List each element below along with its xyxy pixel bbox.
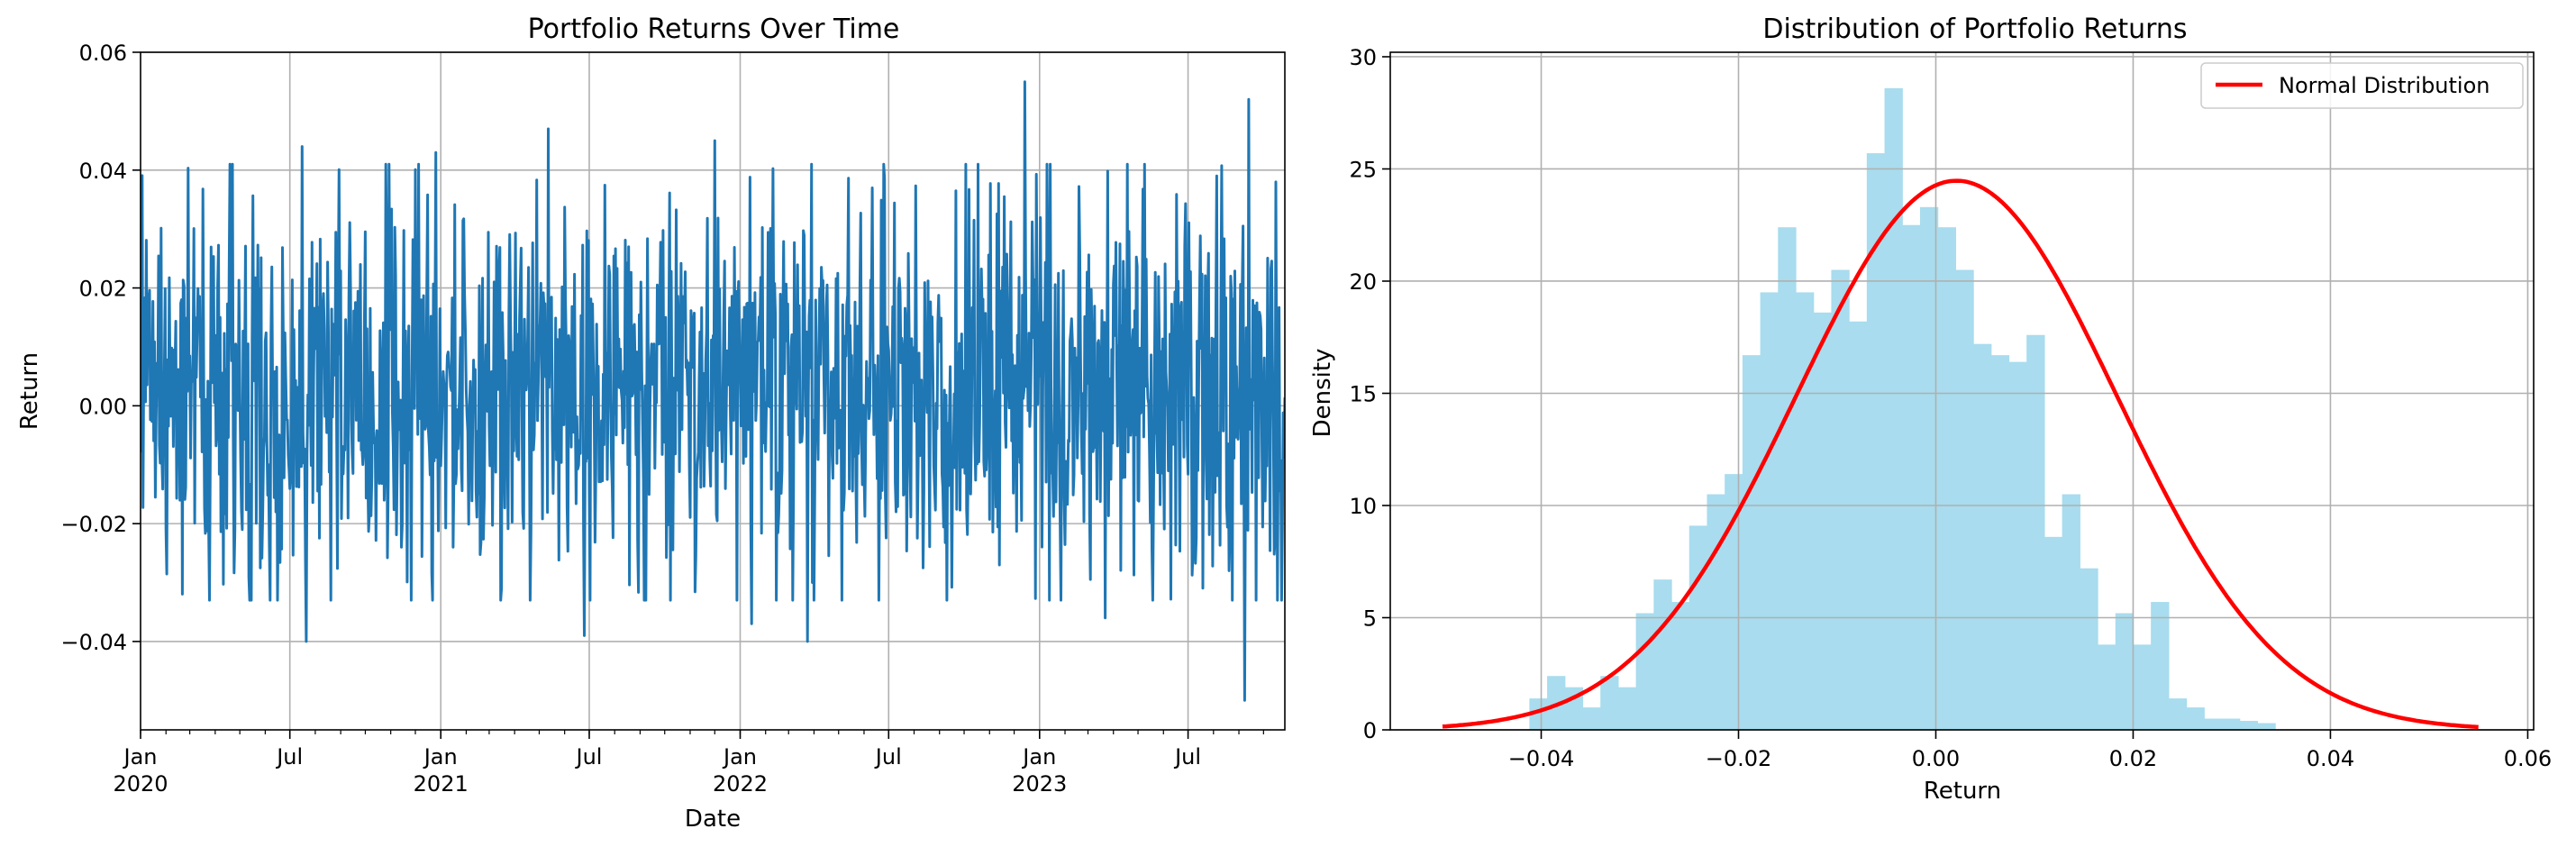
histogram-bar	[1529, 698, 1548, 730]
left-x-tick-label: Jul	[1173, 744, 1201, 770]
right-grid	[1390, 52, 2534, 731]
left-x-tick-year: 2020	[113, 771, 168, 797]
histogram-bar	[1707, 494, 1725, 730]
histogram-bar	[2239, 721, 2259, 730]
right-x-tick-label: 0.02	[2109, 746, 2157, 771]
histogram-bar	[1742, 355, 1761, 730]
histogram-bar	[1990, 355, 2010, 730]
right-y-tick-label: 30	[1349, 45, 1377, 70]
histogram-bar	[1973, 343, 1992, 730]
histogram-bar	[2062, 494, 2080, 730]
histogram-bar	[2133, 644, 2152, 730]
returns-histogram-chart: Distribution of Portfolio Returns 0 5 10 15…	[1309, 14, 2552, 805]
left-y-tick-label: 0.02	[79, 277, 127, 302]
histogram-bar	[2098, 644, 2116, 730]
right-x-axis-label: Return	[1924, 778, 2001, 805]
left-plot-area	[141, 80, 1285, 702]
right-y-tick-label: 10	[1349, 494, 1377, 519]
right-y-axis-label: Density	[1309, 349, 1336, 438]
histogram-bar	[1653, 579, 1672, 730]
left-x-tick-label: Jul	[575, 744, 603, 770]
histogram-bar	[1617, 687, 1637, 730]
histogram-bar	[1760, 292, 1779, 730]
left-x-tick-label: Jan	[722, 744, 757, 770]
left-x-tick-label: Jul	[874, 744, 902, 770]
histogram-bar	[1884, 87, 1903, 730]
histogram-bar	[2257, 723, 2276, 730]
histogram-bar	[1725, 474, 1743, 730]
right-x-tick-label: 0.06	[2504, 746, 2552, 771]
histogram-bar	[1902, 224, 1921, 730]
left-y-ticks: −0.04 −0.02 0.00 0.02 0.04 0.06	[60, 41, 141, 655]
right-y-tick-label: 20	[1349, 269, 1377, 295]
left-y-tick-label: −0.04	[60, 630, 127, 655]
right-x-ticks: −0.04 −0.02 0.00 0.02 0.04 0.06	[1508, 730, 2552, 771]
histogram-bar	[1582, 707, 1601, 730]
legend-label-normal-distribution: Normal Distribution	[2279, 73, 2490, 98]
left-x-tick-year: 2023	[1012, 771, 1067, 797]
histogram-bar	[1937, 227, 1956, 730]
left-x-tick-year: 2021	[414, 771, 469, 797]
right-x-tick-label: 0.04	[2307, 746, 2354, 771]
normal-distribution-curve	[1442, 178, 2479, 730]
right-y-tick-label: 25	[1349, 157, 1377, 182]
histogram-bar	[2168, 698, 2188, 730]
histogram-bar	[2151, 602, 2170, 730]
left-y-axis-label: Return	[16, 352, 43, 430]
right-y-tick-label: 15	[1349, 381, 1377, 406]
right-y-ticks: 0 5 10 15 20 25 30	[1349, 45, 1390, 743]
right-y-tick-label: 0	[1363, 718, 1377, 743]
left-x-tick-label: Jan	[423, 744, 458, 770]
histogram-bar	[2008, 361, 2027, 730]
histogram-bar	[1813, 312, 1833, 730]
histogram-bar	[2080, 568, 2098, 730]
left-x-tick-label: Jul	[275, 744, 303, 770]
histogram-bar	[1689, 525, 1708, 730]
histogram-bar	[1600, 676, 1619, 730]
returns-time-series-chart: Portfolio Returns Over Time −0.04 −0.02 0.…	[16, 14, 1286, 833]
left-axes-frame	[140, 51, 1286, 731]
right-y-tick-label: 5	[1363, 606, 1377, 631]
left-x-axis-label: Date	[685, 806, 741, 833]
legend-box	[2200, 62, 2524, 109]
histogram-bar	[1635, 613, 1654, 730]
histogram-bar	[1796, 292, 1815, 730]
left-y-tick-label: 0.00	[79, 394, 127, 419]
histogram-bar	[1849, 321, 1868, 730]
left-y-tick-label: 0.06	[79, 41, 127, 66]
histogram-bar	[2115, 613, 2135, 730]
histogram-bar	[1866, 153, 1886, 730]
histogram-bar	[1671, 602, 1690, 730]
legend: Normal Distribution	[2200, 62, 2524, 109]
right-x-tick-label: −0.04	[1508, 746, 1575, 771]
histogram-bar	[2222, 718, 2241, 730]
histogram-bar	[2044, 536, 2063, 730]
right-x-tick-label: −0.02	[1706, 746, 1772, 771]
histogram-bar	[1955, 269, 1974, 730]
left-x-tick-label: Jan	[1021, 744, 1056, 770]
right-axes-frame	[1389, 51, 2535, 731]
right-x-tick-label: 0.00	[1912, 746, 1960, 771]
left-x-tick-year: 2022	[713, 771, 768, 797]
histogram-bar	[1831, 269, 1850, 730]
histogram-bar	[2204, 718, 2223, 730]
right-chart-title: Distribution of Portfolio Returns	[1762, 14, 2187, 45]
histogram-bar	[1919, 206, 1939, 730]
left-chart-title: Portfolio Returns Over Time	[528, 14, 900, 45]
returns-line	[141, 80, 1285, 702]
histogram-bar	[2026, 334, 2045, 730]
left-y-tick-label: 0.04	[79, 159, 127, 184]
left-x-tick-label: Jan	[123, 744, 158, 770]
histogram-bars	[1529, 87, 2276, 730]
histogram-bar	[1778, 227, 1797, 730]
histogram-bar	[2186, 707, 2205, 730]
left-y-tick-label: −0.02	[60, 512, 127, 537]
